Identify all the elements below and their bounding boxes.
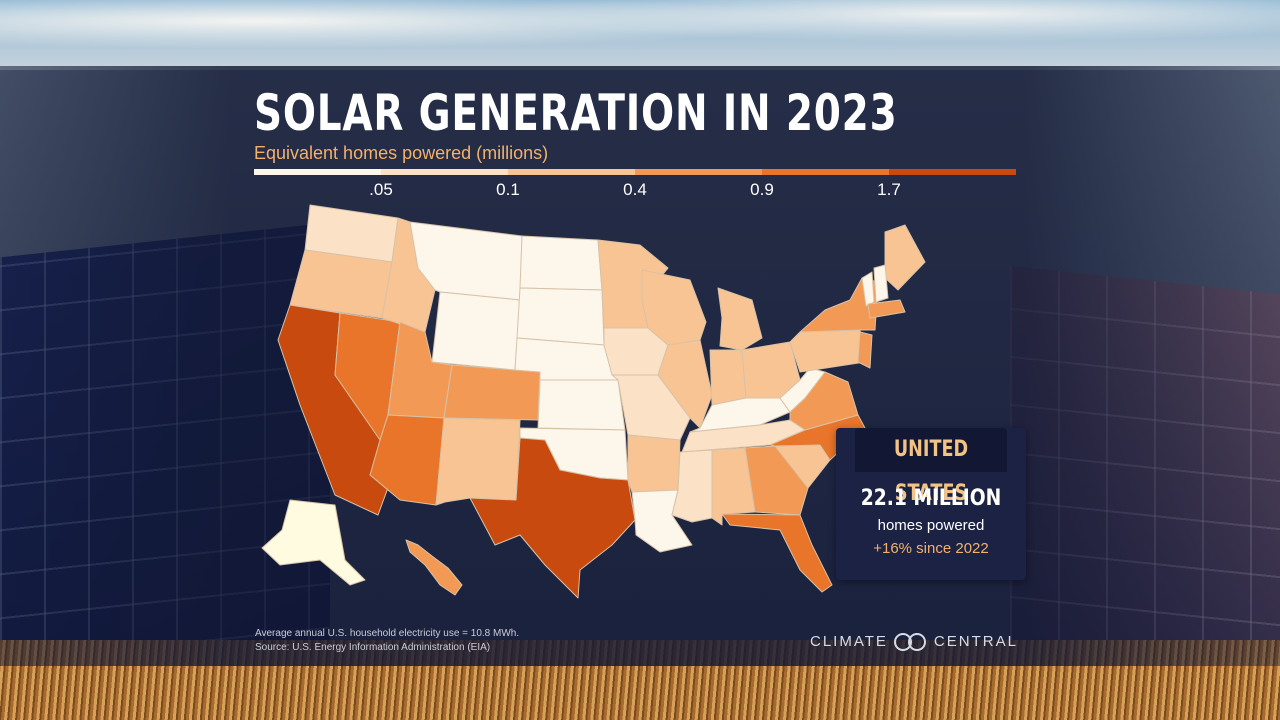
callout-unit: homes powered (877, 517, 985, 534)
state-georgia[interactable] (744, 445, 809, 516)
page-title: SOLAR GENERATION IN 2023 (254, 84, 898, 142)
state-hawaii[interactable] (405, 539, 463, 596)
climate-central-brand: CLIMATE CENTRAL (810, 632, 1018, 651)
state-wyoming[interactable] (431, 291, 521, 371)
brand-name-left: CLIMATE (810, 632, 888, 650)
callout-change: +16% since 2022 (873, 540, 989, 557)
state-arkansas[interactable] (627, 434, 681, 493)
legend-bin-3 (635, 169, 762, 175)
legend-title: Equivalent homes powered (millions) (254, 143, 549, 163)
legend-bin-2 (508, 169, 635, 175)
state-indiana[interactable] (709, 349, 747, 406)
state-west-virginia[interactable] (779, 367, 826, 413)
state-michigan[interactable] (717, 287, 763, 351)
state-north-dakota[interactable] (519, 235, 603, 291)
state-pennsylvania[interactable] (789, 329, 866, 373)
state-massachusetts[interactable] (867, 299, 906, 319)
legend-bin-1 (381, 169, 508, 175)
state-florida[interactable] (721, 513, 833, 593)
legend-tick-label: 0.4 (623, 180, 647, 199)
state-new-mexico[interactable] (435, 417, 521, 506)
state-kansas[interactable] (537, 379, 626, 431)
state-colorado[interactable] (443, 364, 541, 421)
legend-bin-5 (889, 169, 1016, 175)
legend-tick-label: 0.1 (496, 180, 520, 199)
legend-tick-label: 0.9 (750, 180, 774, 199)
legend-tick-label: 1.7 (877, 180, 901, 199)
legend-bin-4 (762, 169, 889, 175)
state-new-hampshire[interactable] (873, 264, 889, 303)
legend-tick-label: .05 (369, 180, 393, 199)
legend-bin-0 (254, 169, 381, 175)
state-vermont[interactable] (861, 271, 875, 307)
state-maine[interactable] (884, 224, 926, 291)
callout-value: 22.1 MILLION (860, 486, 1002, 511)
sky-background (0, 0, 1280, 70)
state-texas[interactable] (469, 437, 636, 599)
callout-heading: UNITED STATES (855, 428, 1007, 506)
state-alaska[interactable] (261, 499, 366, 586)
footnote-source: Source: U.S. Energy Information Administ… (255, 642, 491, 653)
climate-central-logo-icon (893, 632, 928, 651)
us-summary-callout: UNITED STATES 22.1 MILLION homes powered… (836, 428, 1026, 580)
state-south-dakota[interactable] (516, 287, 605, 346)
state-new-jersey[interactable] (857, 331, 873, 369)
brand-name-right: CENTRAL (933, 632, 1018, 650)
legend-color-bar (254, 169, 1016, 175)
footnote-household-use: Average annual U.S. household electricit… (255, 628, 520, 639)
